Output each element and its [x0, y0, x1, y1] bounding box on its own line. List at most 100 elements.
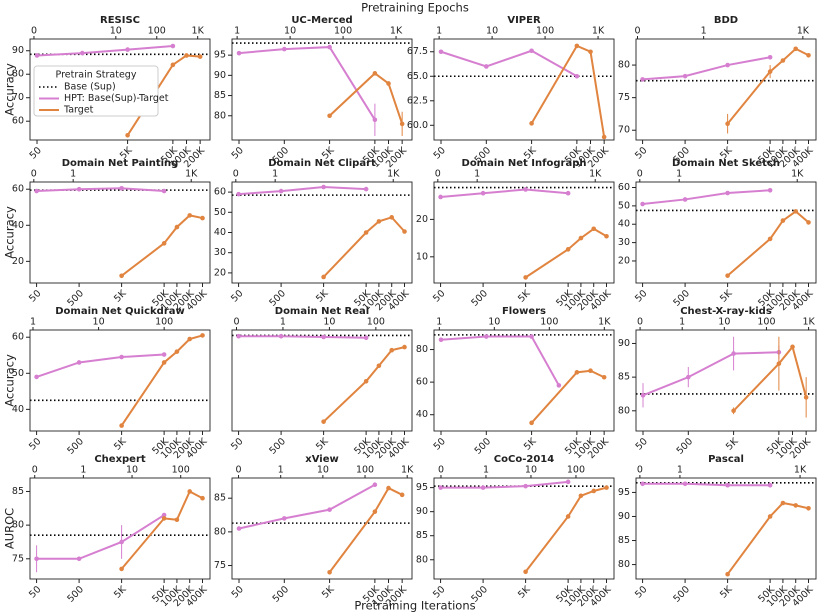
y-axis-label: Accuracy	[3, 354, 17, 407]
x2-tick-label: 1K	[802, 317, 815, 328]
axes-frame	[29, 477, 211, 580]
point	[640, 481, 645, 487]
point	[327, 113, 332, 119]
point	[767, 69, 773, 74]
legend-label: Base (Sup)	[64, 82, 116, 93]
series-line	[328, 486, 403, 573]
x-tick-label: 50	[229, 436, 245, 452]
point	[119, 566, 124, 572]
plot-area	[636, 187, 816, 278]
point	[187, 336, 193, 342]
point	[170, 62, 176, 68]
point	[578, 493, 584, 499]
x-tick-label: 50	[229, 288, 245, 304]
series-line	[238, 186, 367, 196]
y-tick-label: 40	[618, 219, 630, 230]
point	[574, 43, 580, 49]
series-line	[322, 216, 406, 278]
point	[327, 569, 332, 575]
axes-frame	[29, 181, 211, 284]
point	[529, 334, 534, 339]
series-line	[36, 187, 165, 193]
subplot-title: CoCo-2014	[494, 454, 554, 465]
point	[184, 53, 189, 58]
series-line	[120, 334, 203, 427]
point	[682, 481, 688, 487]
series-line	[440, 480, 569, 489]
point	[236, 526, 242, 531]
point	[640, 393, 646, 398]
x2-tick-label: 1K	[598, 317, 611, 328]
series-line	[440, 335, 560, 386]
axes-frame	[635, 329, 817, 432]
point	[327, 507, 332, 512]
y-tick-label: 60	[12, 332, 24, 343]
point	[34, 556, 39, 562]
legend-label: Target	[63, 105, 94, 116]
series-line	[36, 353, 165, 378]
plot-area	[434, 334, 614, 426]
point	[806, 52, 811, 58]
x2-tick-label: 1	[679, 317, 685, 328]
x-tick-label: 5K	[516, 288, 533, 305]
y-tick-label: 80	[618, 60, 630, 71]
y-tick-label: 90	[12, 45, 24, 56]
point	[588, 368, 593, 374]
y-tick-label: 90	[618, 511, 630, 522]
point	[731, 351, 736, 356]
plot-area	[30, 186, 210, 279]
point	[278, 188, 284, 194]
x2-tick-label: 10	[488, 317, 500, 328]
point	[399, 121, 405, 127]
point	[725, 62, 730, 68]
y-tick-label: 85	[416, 530, 428, 541]
x2-tick-label: 0	[438, 465, 444, 476]
point	[363, 335, 369, 341]
y-tick-label: 60	[618, 182, 630, 193]
point	[187, 213, 193, 218]
point	[402, 344, 407, 350]
x2-tick-label: 100	[367, 317, 385, 328]
y-tick-label: 10	[416, 251, 428, 262]
point	[601, 374, 607, 380]
point	[588, 49, 593, 55]
x2-tick-label: 10	[110, 26, 122, 37]
x2-axis-label: Pretraining Epochs	[361, 1, 469, 15]
series-line	[524, 486, 607, 573]
x2-tick-label: 100	[757, 317, 775, 328]
point	[119, 539, 124, 545]
point	[200, 215, 205, 221]
x-tick-label: 50	[432, 436, 448, 452]
y-tick-label: 20	[416, 214, 428, 225]
y-tick-label: 50	[618, 200, 630, 211]
y-tick-label: 60	[12, 184, 24, 195]
point	[806, 506, 811, 511]
point	[161, 188, 167, 194]
x2-tick-label: 1	[436, 317, 442, 328]
y-tick-label: 85	[618, 535, 630, 546]
x2-tick-label: 1K	[185, 169, 198, 180]
point	[372, 117, 378, 123]
x2-tick-label: 100	[172, 465, 190, 476]
x2-tick-label: 100	[536, 26, 554, 37]
x2-tick-label: 1K	[794, 465, 807, 476]
point	[574, 370, 580, 375]
y-axis-label: Accuracy	[3, 63, 17, 116]
point	[523, 569, 528, 575]
y-tick-label: 80	[12, 69, 24, 80]
x-tick-label: 5K	[314, 436, 331, 453]
axes-frame	[231, 38, 413, 141]
point	[682, 197, 688, 202]
series-line	[36, 514, 165, 560]
y-tick-label: 95	[618, 487, 630, 498]
point	[372, 482, 378, 488]
point	[686, 374, 691, 380]
point	[161, 352, 167, 357]
axes-frame	[231, 477, 413, 580]
point	[174, 224, 180, 230]
